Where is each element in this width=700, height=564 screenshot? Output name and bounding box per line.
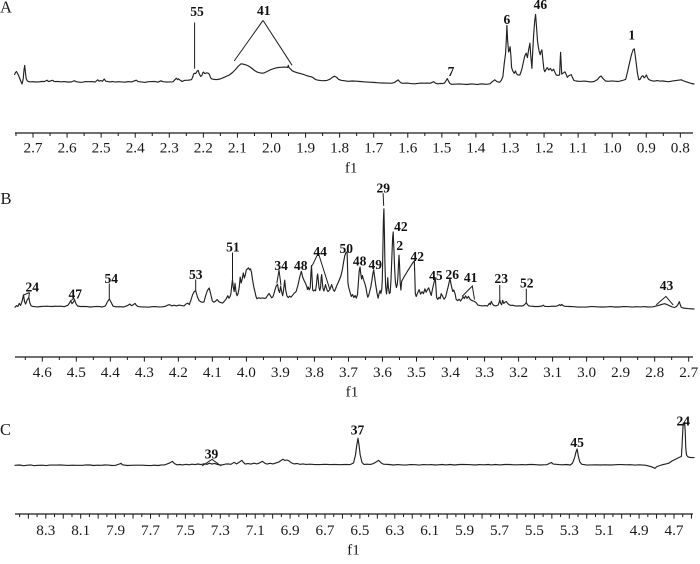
- svg-text:48: 48: [294, 258, 308, 273]
- svg-text:24: 24: [25, 280, 39, 295]
- svg-text:2.4: 2.4: [126, 139, 145, 156]
- svg-text:6.9: 6.9: [281, 522, 300, 539]
- svg-text:26: 26: [446, 267, 460, 282]
- svg-text:1.2: 1.2: [535, 139, 554, 156]
- svg-text:7: 7: [448, 64, 455, 79]
- svg-text:7.3: 7.3: [211, 522, 230, 539]
- svg-text:7.9: 7.9: [106, 522, 125, 539]
- svg-text:43: 43: [660, 278, 674, 293]
- svg-text:5.9: 5.9: [455, 522, 474, 539]
- svg-text:54: 54: [104, 271, 118, 286]
- svg-text:2.9: 2.9: [611, 364, 630, 381]
- svg-text:45: 45: [570, 435, 584, 450]
- svg-text:1.0: 1.0: [603, 139, 622, 156]
- svg-text:3.7: 3.7: [339, 364, 358, 381]
- svg-text:4.4: 4.4: [101, 364, 120, 381]
- svg-text:41: 41: [257, 3, 271, 18]
- svg-text:f1: f1: [347, 541, 360, 558]
- svg-text:0.9: 0.9: [637, 139, 656, 156]
- svg-text:50: 50: [340, 241, 354, 256]
- svg-text:3.4: 3.4: [441, 364, 460, 381]
- svg-text:1.1: 1.1: [569, 139, 588, 156]
- svg-text:3.8: 3.8: [305, 364, 324, 381]
- svg-text:49: 49: [368, 257, 382, 272]
- svg-text:f1: f1: [345, 159, 358, 176]
- svg-text:41: 41: [464, 270, 478, 285]
- svg-text:2.5: 2.5: [92, 139, 111, 156]
- svg-text:29: 29: [377, 180, 391, 195]
- svg-text:5.7: 5.7: [490, 522, 509, 539]
- svg-text:7.5: 7.5: [176, 522, 195, 539]
- svg-text:1.5: 1.5: [432, 139, 451, 156]
- svg-text:7.1: 7.1: [246, 522, 265, 539]
- svg-text:4.2: 4.2: [169, 364, 188, 381]
- svg-text:52: 52: [520, 275, 534, 290]
- svg-text:8.1: 8.1: [71, 522, 90, 539]
- svg-text:2.1: 2.1: [228, 139, 247, 156]
- svg-text:A: A: [0, 0, 12, 17]
- svg-text:1.3: 1.3: [501, 139, 520, 156]
- svg-text:44: 44: [313, 244, 327, 259]
- svg-text:1.7: 1.7: [364, 139, 383, 156]
- svg-text:3.5: 3.5: [407, 364, 426, 381]
- svg-text:6.3: 6.3: [385, 522, 404, 539]
- svg-text:1.9: 1.9: [296, 139, 315, 156]
- svg-text:7.7: 7.7: [141, 522, 160, 539]
- svg-text:4.5: 4.5: [67, 364, 86, 381]
- svg-text:42: 42: [394, 219, 408, 234]
- svg-text:5.1: 5.1: [595, 522, 614, 539]
- svg-text:51: 51: [226, 239, 240, 254]
- svg-text:2.6: 2.6: [58, 139, 77, 156]
- svg-text:B: B: [1, 189, 12, 208]
- svg-text:3.1: 3.1: [543, 364, 562, 381]
- svg-text:55: 55: [190, 4, 204, 19]
- svg-text:8.3: 8.3: [36, 522, 55, 539]
- svg-text:5.3: 5.3: [560, 522, 579, 539]
- svg-text:4.1: 4.1: [203, 364, 222, 381]
- svg-text:3.3: 3.3: [475, 364, 494, 381]
- svg-text:46: 46: [534, 0, 548, 12]
- svg-text:1.4: 1.4: [466, 139, 485, 156]
- svg-text:39: 39: [205, 446, 219, 461]
- svg-text:2: 2: [396, 238, 403, 253]
- svg-text:48: 48: [353, 253, 367, 268]
- svg-text:4.9: 4.9: [630, 522, 649, 539]
- svg-text:0.8: 0.8: [671, 139, 690, 156]
- svg-text:2.8: 2.8: [645, 364, 664, 381]
- svg-text:2.0: 2.0: [262, 139, 281, 156]
- svg-text:2.2: 2.2: [194, 139, 213, 156]
- svg-text:34: 34: [274, 258, 288, 273]
- svg-text:4.0: 4.0: [237, 364, 256, 381]
- svg-text:C: C: [0, 420, 11, 439]
- svg-text:3.6: 3.6: [373, 364, 392, 381]
- svg-text:3.9: 3.9: [271, 364, 290, 381]
- svg-text:f1: f1: [346, 383, 359, 400]
- svg-text:4.3: 4.3: [135, 364, 154, 381]
- svg-text:23: 23: [494, 271, 508, 286]
- svg-text:2.7: 2.7: [679, 364, 698, 381]
- svg-text:6.7: 6.7: [316, 522, 335, 539]
- svg-text:6: 6: [504, 12, 511, 27]
- svg-text:24: 24: [676, 413, 690, 428]
- svg-text:3.0: 3.0: [577, 364, 596, 381]
- svg-text:5.5: 5.5: [525, 522, 544, 539]
- svg-text:1.6: 1.6: [398, 139, 417, 156]
- svg-text:6.5: 6.5: [350, 522, 369, 539]
- svg-text:2.7: 2.7: [24, 139, 43, 156]
- svg-text:1.8: 1.8: [330, 139, 349, 156]
- svg-text:53: 53: [189, 267, 203, 282]
- svg-text:45: 45: [429, 268, 443, 283]
- svg-text:42: 42: [410, 249, 424, 264]
- svg-text:6.1: 6.1: [420, 522, 439, 539]
- svg-text:4.6: 4.6: [33, 364, 52, 381]
- svg-text:4.7: 4.7: [665, 522, 684, 539]
- svg-text:47: 47: [68, 286, 82, 301]
- svg-text:3.2: 3.2: [509, 364, 528, 381]
- svg-text:2.3: 2.3: [160, 139, 179, 156]
- svg-text:1: 1: [628, 28, 635, 43]
- svg-text:37: 37: [351, 422, 365, 437]
